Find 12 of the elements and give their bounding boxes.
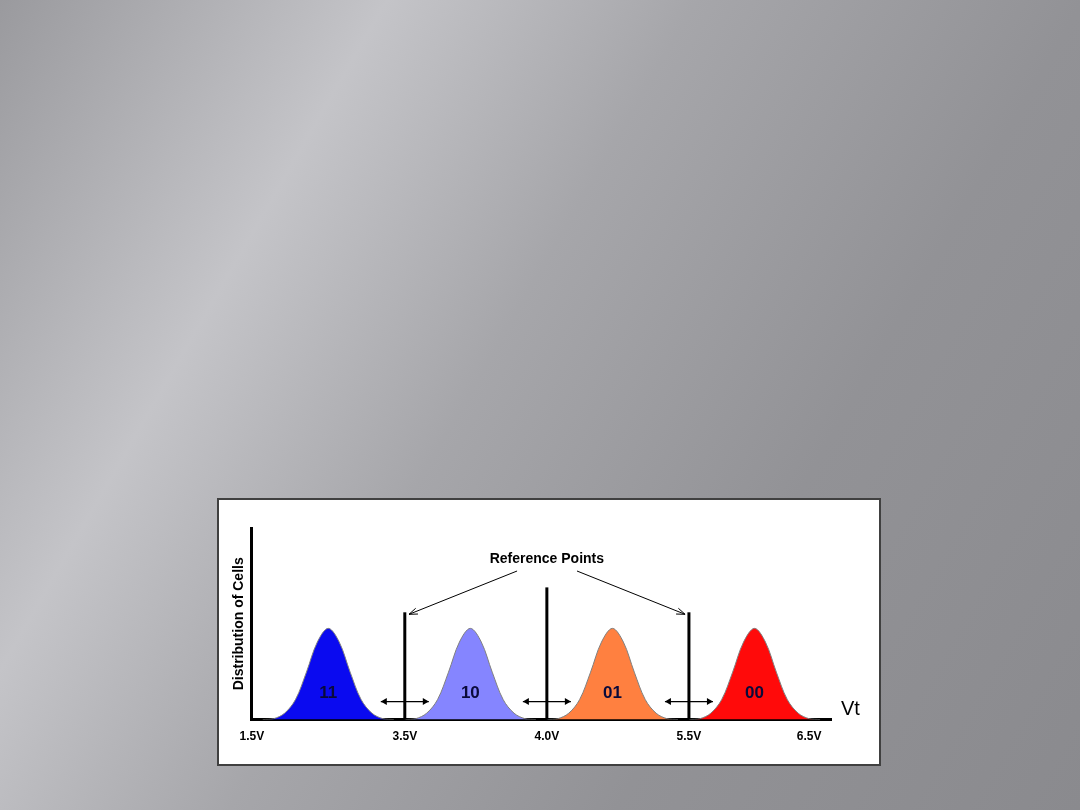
x-tick-label: 1.5V — [239, 729, 265, 744]
series-label: 11 — [319, 683, 338, 703]
series-label: 10 — [460, 683, 480, 703]
x-tick-label: 3.5V — [392, 729, 418, 744]
x-tick-label: 6.5V — [796, 729, 822, 744]
x-tick-label: 4.0V — [534, 729, 560, 744]
series-label: 01 — [602, 683, 622, 703]
y-axis-title: Distribution of Cells — [230, 557, 247, 691]
series-label: 00 — [745, 683, 764, 703]
x-tick-label: 5.5V — [676, 729, 702, 744]
x-axis-title: Vt — [841, 697, 861, 720]
text: Reference Points — [489, 550, 605, 566]
